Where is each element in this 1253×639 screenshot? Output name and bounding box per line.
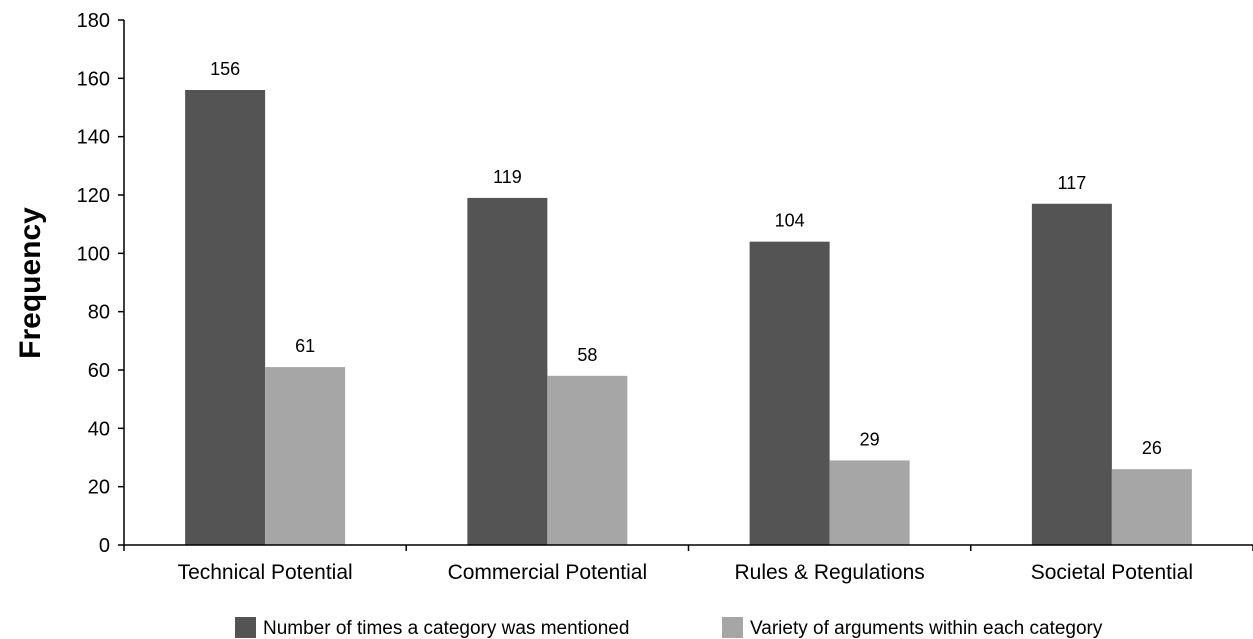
legend-swatch <box>722 617 743 638</box>
y-tick-label: 80 <box>88 302 110 324</box>
bar-value-label: 119 <box>493 167 522 187</box>
bar-value-label: 29 <box>860 429 880 449</box>
bar-value-label: 26 <box>1142 438 1162 458</box>
x-tick-label: Rules & Regulations <box>734 561 924 584</box>
y-axis: 0 20 40 60 80 100 120 140 160 180 <box>77 10 125 557</box>
legend-swatch <box>235 617 256 638</box>
x-tick-label: Technical Potential <box>178 561 353 584</box>
bar-variety <box>829 460 910 545</box>
bar-mentions <box>1031 203 1112 545</box>
y-axis-title: Frequency <box>14 207 47 359</box>
legend: Number of times a category was mentioned… <box>235 617 1103 639</box>
bar-mentions <box>749 241 830 545</box>
bar-value-label: 156 <box>210 59 240 79</box>
bar-value-label: 58 <box>577 345 597 365</box>
bar-value-label: 104 <box>775 211 805 231</box>
x-axis: Technical Potential Commercial Potential R… <box>123 544 1253 584</box>
y-tick-label: 160 <box>77 68 110 90</box>
y-tick-label: 0 <box>99 535 110 557</box>
x-tick-label: Societal Potential <box>1031 561 1193 584</box>
bar-mentions <box>467 197 548 545</box>
legend-label: Variety of arguments within each categor… <box>750 618 1103 639</box>
bar-variety <box>1111 469 1192 545</box>
bar-variety <box>547 375 628 545</box>
y-tick-label: 140 <box>77 127 110 149</box>
bar-value-label: 61 <box>295 336 315 356</box>
x-tick-label: Commercial Potential <box>448 561 648 584</box>
legend-label: Number of times a category was mentioned <box>263 618 629 639</box>
y-tick-label: 180 <box>77 10 110 32</box>
y-tick-label: 40 <box>88 418 110 440</box>
y-axis-title-group: Frequency <box>14 207 47 359</box>
y-tick-label: 120 <box>77 185 110 207</box>
bars: 156 61 119 58 104 29 117 26 <box>185 59 1192 545</box>
bar-value-label: 117 <box>1058 173 1087 193</box>
bar-variety <box>265 367 346 545</box>
y-tick-label: 20 <box>88 477 110 499</box>
y-tick-label: 60 <box>88 360 110 382</box>
y-tick-label: 100 <box>77 243 110 265</box>
bar-mentions <box>185 90 266 545</box>
